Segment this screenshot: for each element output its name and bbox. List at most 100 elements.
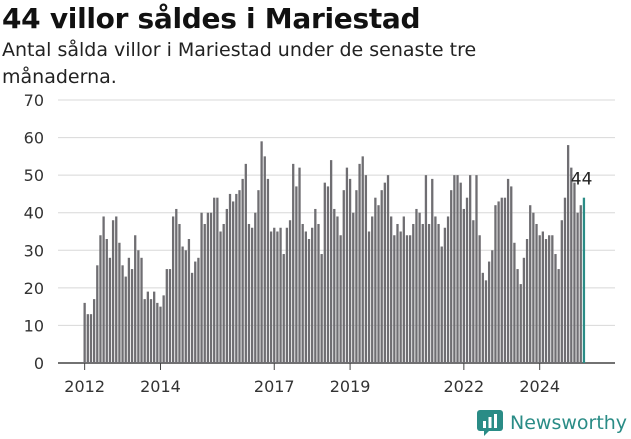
bar (269, 231, 273, 363)
bar (418, 212, 421, 363)
bar (254, 212, 257, 363)
bar (250, 227, 254, 363)
y-tick-label: 0 (34, 354, 44, 373)
bar (200, 212, 203, 363)
bar (487, 261, 491, 363)
bar (92, 299, 96, 363)
bar (153, 291, 156, 363)
bar (576, 212, 579, 363)
bar (206, 212, 210, 363)
bar (225, 208, 228, 363)
x-tick-label: 2019 (330, 377, 371, 396)
bar (396, 223, 399, 363)
bar (178, 223, 181, 363)
bar (399, 231, 402, 363)
bar (374, 197, 377, 363)
bar (311, 227, 314, 363)
bar (532, 212, 535, 363)
bar (557, 269, 560, 363)
x-axis: 2012 2014 2017 2019 2022 2024 (64, 363, 560, 396)
bar (171, 216, 175, 363)
bar (481, 272, 484, 363)
bar (222, 223, 225, 363)
bars (83, 141, 586, 363)
bar (162, 295, 165, 363)
bar (522, 257, 526, 363)
bar (355, 190, 358, 363)
bar (469, 175, 472, 363)
bar (371, 216, 374, 363)
bar (462, 208, 465, 363)
bar (301, 223, 304, 363)
bar (235, 193, 238, 363)
bar (364, 175, 368, 363)
bar (238, 190, 241, 363)
bar (203, 223, 206, 363)
bar (367, 231, 371, 363)
bar (525, 239, 529, 363)
bar (232, 201, 235, 363)
bar (352, 212, 355, 363)
bar (434, 216, 437, 363)
bar (336, 216, 339, 363)
bar (86, 314, 89, 363)
bar (529, 205, 532, 363)
bar (503, 197, 507, 363)
bar (292, 163, 295, 363)
bar (143, 299, 146, 363)
bar (276, 231, 279, 363)
y-tick-label: 10 (24, 316, 44, 335)
bar (377, 205, 380, 363)
bar (427, 223, 431, 363)
y-tick-label: 40 (24, 204, 44, 223)
bar (137, 250, 140, 363)
x-tick-label: 2024 (519, 377, 560, 396)
bar (323, 182, 326, 363)
bar (260, 141, 263, 363)
bar (134, 235, 137, 363)
bar (96, 265, 99, 363)
bar (266, 178, 270, 363)
bar (519, 284, 522, 363)
bar (497, 201, 500, 363)
x-tick-label: 2014 (140, 377, 181, 396)
bar (219, 231, 222, 363)
bar (181, 246, 184, 363)
bar (380, 190, 383, 363)
bar (494, 205, 497, 363)
bar (146, 291, 149, 363)
bar (405, 235, 409, 363)
bar (241, 178, 244, 363)
bar (570, 167, 573, 363)
y-tick-label: 50 (24, 166, 44, 185)
chart-subtitle: Antal sålda villor i Mariestad under de … (2, 39, 477, 88)
bar (484, 280, 488, 363)
bar (450, 190, 453, 363)
bar (257, 190, 260, 363)
bar (500, 197, 503, 363)
bar (491, 250, 494, 363)
y-tick-label: 30 (24, 241, 44, 260)
bar (105, 239, 108, 363)
bar (194, 261, 197, 363)
bar (197, 257, 200, 363)
y-axis-labels: 0 10 20 30 40 50 60 70 (24, 91, 44, 373)
bar (83, 302, 86, 363)
bar (478, 235, 481, 363)
bar (551, 235, 554, 363)
bar (111, 220, 115, 363)
bar (415, 208, 418, 363)
bar (149, 299, 153, 363)
bar (168, 269, 172, 363)
newsworthy-logo-icon (477, 410, 503, 436)
bar (535, 223, 538, 363)
bar (165, 269, 168, 363)
y-tick-label: 20 (24, 279, 44, 298)
x-tick-label: 2017 (254, 377, 295, 396)
x-tick-label: 2012 (64, 377, 105, 396)
bar (393, 235, 396, 363)
bar (453, 175, 456, 363)
bar (307, 239, 311, 363)
bar (175, 208, 178, 363)
